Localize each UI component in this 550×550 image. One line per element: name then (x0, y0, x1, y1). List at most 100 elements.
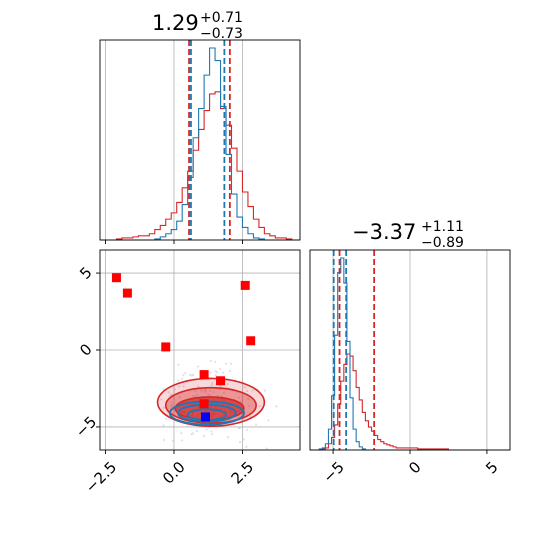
scatter-point (170, 401, 173, 404)
scatter-point (214, 374, 217, 377)
red-square-marker (161, 342, 171, 352)
scatter-point (245, 389, 249, 393)
scatter-point (239, 400, 242, 403)
scatter-point (243, 386, 246, 389)
scatter-point (178, 385, 181, 388)
red-square-marker (199, 370, 209, 380)
scatter-point (214, 370, 217, 373)
scatter-point (237, 396, 240, 399)
scatter-point (191, 432, 194, 435)
scatter-point (162, 406, 165, 409)
param2-title-plus: +1.11 (421, 219, 464, 235)
scatter-point (214, 360, 217, 364)
scatter-point (212, 390, 215, 394)
scatter-point (267, 419, 270, 422)
scatter-point (190, 374, 193, 377)
scatter-point (202, 434, 206, 438)
scatter-point (170, 393, 173, 396)
scatter-point (222, 391, 226, 395)
scatter-point (181, 377, 184, 381)
scatter-point (162, 424, 165, 427)
scatter-point (204, 388, 207, 392)
scatter-point (210, 430, 213, 433)
scatter-point (182, 385, 185, 388)
red-square-marker (111, 273, 121, 283)
scatter-point (275, 405, 278, 408)
scatter-point (192, 395, 195, 398)
scatter-point (238, 427, 241, 430)
scatter-point (227, 436, 230, 439)
scatter-point (226, 382, 229, 386)
scatter-point (196, 393, 199, 396)
scatter-point (247, 404, 251, 407)
grid-layer (100, 40, 488, 450)
x-tick-label-param1: 2.5 (228, 458, 258, 488)
y-tick-label-param2: 5 (76, 263, 95, 282)
red-square-marker (122, 288, 132, 298)
scatter-point (173, 388, 176, 391)
ticks-layer: −2.5 0.0 2.5 5 0 −5 −5 0 5 (72, 240, 502, 497)
red-square-marker (240, 280, 250, 290)
param1-hist-series-a (100, 47, 300, 241)
scatter-point (180, 432, 183, 435)
scatter-point (265, 447, 268, 450)
param1-axes-frame (99, 39, 301, 241)
scatter-point (205, 428, 208, 431)
scatter-point (254, 423, 258, 426)
scatter-point (184, 372, 187, 375)
scatter-point (218, 367, 222, 371)
scatter-point (189, 373, 192, 376)
scatter-point (263, 389, 267, 392)
scatter-point (209, 389, 212, 393)
x-tick-label-param2: 0 (405, 458, 424, 477)
scatter-point (242, 438, 245, 441)
scatter-point (162, 438, 166, 442)
scatter-point (197, 385, 200, 388)
scatter-point (208, 393, 211, 397)
scatter-point (204, 390, 207, 394)
scatter-point (247, 397, 250, 401)
scatter-point (258, 405, 261, 408)
scatter-point (167, 391, 170, 394)
x-tick-label-param2: −5 (319, 458, 347, 486)
scatter-point (224, 362, 228, 365)
scatter-point (245, 428, 249, 431)
red-square-marker (246, 336, 256, 346)
scatter-point (251, 389, 254, 392)
scatter-point (229, 369, 232, 372)
scatter-point (211, 382, 214, 385)
scatter-point (238, 441, 242, 444)
scatter-point (160, 398, 163, 401)
param1-title-plus: +0.71 (200, 10, 243, 26)
param2-title: −3.37 (352, 220, 416, 244)
scatter-point (200, 390, 203, 393)
x-tick-label-param1: −2.5 (82, 458, 120, 496)
scatter-point (210, 384, 213, 387)
scatter-point (165, 418, 168, 421)
scatter-point (182, 374, 185, 377)
scatter-point (194, 390, 197, 393)
scatter-point (245, 445, 248, 448)
param1-title: 1.29 (152, 11, 199, 35)
param1-title-main: 1.29 (152, 11, 199, 35)
scatter-point (178, 396, 181, 399)
scatter-point (195, 429, 199, 433)
scatter-point (222, 371, 225, 374)
param1-title-minus: −0.73 (200, 26, 243, 42)
scatter-point (181, 439, 184, 442)
scatter-point (170, 404, 173, 407)
scatter-point (209, 371, 212, 374)
x-tick-label-param2: 5 (482, 458, 501, 477)
x-tick-label-param1: 0.0 (159, 458, 189, 488)
param2-title-main: −3.37 (352, 220, 416, 244)
scatter-point (177, 379, 180, 382)
red-square-marker (216, 376, 226, 386)
scatter-point (171, 439, 174, 443)
scatter-point (203, 388, 206, 392)
blue-square-marker (200, 412, 210, 422)
data-layer (100, 40, 510, 451)
scatter-point (229, 362, 233, 365)
param1-hist-series-b (100, 91, 300, 241)
y-tick-label-param2: 0 (76, 340, 95, 359)
